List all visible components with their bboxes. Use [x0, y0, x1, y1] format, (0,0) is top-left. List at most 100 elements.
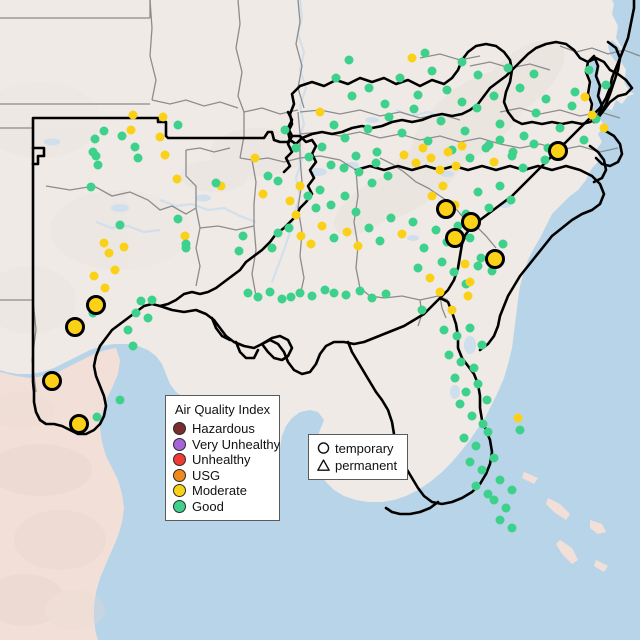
- site-marker[interactable]: [471, 441, 481, 451]
- highlighted-site-marker[interactable]: [445, 228, 465, 248]
- site-marker[interactable]: [180, 231, 190, 241]
- site-marker[interactable]: [409, 104, 419, 114]
- site-marker[interactable]: [452, 331, 462, 341]
- site-marker[interactable]: [326, 160, 336, 170]
- site-marker[interactable]: [399, 150, 409, 160]
- site-marker[interactable]: [408, 217, 418, 227]
- highlighted-site-marker[interactable]: [548, 141, 568, 161]
- site-marker[interactable]: [489, 453, 499, 463]
- site-marker[interactable]: [503, 63, 513, 73]
- site-marker[interactable]: [463, 291, 473, 301]
- site-marker[interactable]: [280, 125, 290, 135]
- site-marker[interactable]: [457, 57, 467, 67]
- site-marker[interactable]: [375, 236, 385, 246]
- site-marker[interactable]: [411, 158, 421, 168]
- site-marker[interactable]: [460, 259, 470, 269]
- site-marker[interactable]: [90, 134, 100, 144]
- site-marker[interactable]: [277, 294, 287, 304]
- site-marker[interactable]: [407, 53, 417, 63]
- site-marker[interactable]: [473, 70, 483, 80]
- site-marker[interactable]: [531, 108, 541, 118]
- site-marker[interactable]: [126, 125, 136, 135]
- site-marker[interactable]: [263, 171, 273, 181]
- site-marker[interactable]: [473, 187, 483, 197]
- site-marker[interactable]: [495, 475, 505, 485]
- site-marker[interactable]: [477, 465, 487, 475]
- site-marker[interactable]: [439, 325, 449, 335]
- site-marker[interactable]: [133, 153, 143, 163]
- site-marker[interactable]: [253, 292, 263, 302]
- site-marker[interactable]: [216, 181, 226, 191]
- site-marker[interactable]: [147, 295, 157, 305]
- site-marker[interactable]: [580, 92, 590, 102]
- site-marker[interactable]: [457, 141, 467, 151]
- site-marker[interactable]: [442, 85, 452, 95]
- highlighted-site-marker[interactable]: [42, 371, 62, 391]
- site-marker[interactable]: [519, 131, 529, 141]
- site-marker[interactable]: [181, 243, 191, 253]
- site-marker[interactable]: [459, 433, 469, 443]
- site-marker[interactable]: [482, 395, 492, 405]
- site-marker[interactable]: [471, 481, 481, 491]
- site-marker[interactable]: [419, 243, 429, 253]
- site-marker[interactable]: [476, 253, 486, 263]
- site-marker[interactable]: [495, 135, 505, 145]
- site-marker[interactable]: [423, 136, 433, 146]
- site-marker[interactable]: [447, 305, 457, 315]
- site-marker[interactable]: [303, 191, 313, 201]
- site-marker[interactable]: [386, 213, 396, 223]
- site-marker[interactable]: [449, 267, 459, 277]
- site-marker[interactable]: [579, 135, 589, 145]
- site-marker[interactable]: [518, 163, 528, 173]
- site-marker[interactable]: [364, 83, 374, 93]
- site-marker[interactable]: [460, 126, 470, 136]
- highlighted-site-marker[interactable]: [69, 414, 89, 434]
- site-marker[interactable]: [104, 248, 114, 258]
- site-marker[interactable]: [515, 83, 525, 93]
- site-marker[interactable]: [515, 425, 525, 435]
- site-marker[interactable]: [437, 257, 447, 267]
- site-marker[interactable]: [285, 196, 295, 206]
- site-marker[interactable]: [143, 313, 153, 323]
- site-marker[interactable]: [587, 110, 597, 120]
- site-marker[interactable]: [381, 289, 391, 299]
- site-marker[interactable]: [354, 167, 364, 177]
- site-marker[interactable]: [130, 142, 140, 152]
- site-marker[interactable]: [457, 97, 467, 107]
- site-marker[interactable]: [465, 457, 475, 467]
- site-marker[interactable]: [286, 292, 296, 302]
- site-marker[interactable]: [115, 220, 125, 230]
- site-marker[interactable]: [273, 228, 283, 238]
- site-marker[interactable]: [339, 163, 349, 173]
- site-marker[interactable]: [397, 128, 407, 138]
- site-marker[interactable]: [570, 87, 580, 97]
- site-marker[interactable]: [529, 139, 539, 149]
- site-marker[interactable]: [418, 143, 428, 153]
- site-marker[interactable]: [484, 203, 494, 213]
- site-marker[interactable]: [250, 153, 260, 163]
- site-marker[interactable]: [413, 263, 423, 273]
- site-marker[interactable]: [438, 181, 448, 191]
- site-marker[interactable]: [472, 103, 482, 113]
- site-marker[interactable]: [172, 174, 182, 184]
- site-marker[interactable]: [326, 200, 336, 210]
- site-marker[interactable]: [397, 229, 407, 239]
- site-marker[interactable]: [331, 73, 341, 83]
- highlighted-site-marker[interactable]: [461, 212, 481, 232]
- site-marker[interactable]: [340, 191, 350, 201]
- site-marker[interactable]: [128, 110, 138, 120]
- site-marker[interactable]: [367, 293, 377, 303]
- site-marker[interactable]: [291, 210, 301, 220]
- site-marker[interactable]: [367, 178, 377, 188]
- site-marker[interactable]: [477, 340, 487, 350]
- site-marker[interactable]: [465, 277, 475, 287]
- site-marker[interactable]: [364, 223, 374, 233]
- site-marker[interactable]: [443, 147, 453, 157]
- site-marker[interactable]: [99, 238, 109, 248]
- site-marker[interactable]: [489, 495, 499, 505]
- site-marker[interactable]: [238, 231, 248, 241]
- site-marker[interactable]: [461, 387, 471, 397]
- site-marker[interactable]: [426, 153, 436, 163]
- site-marker[interactable]: [498, 239, 508, 249]
